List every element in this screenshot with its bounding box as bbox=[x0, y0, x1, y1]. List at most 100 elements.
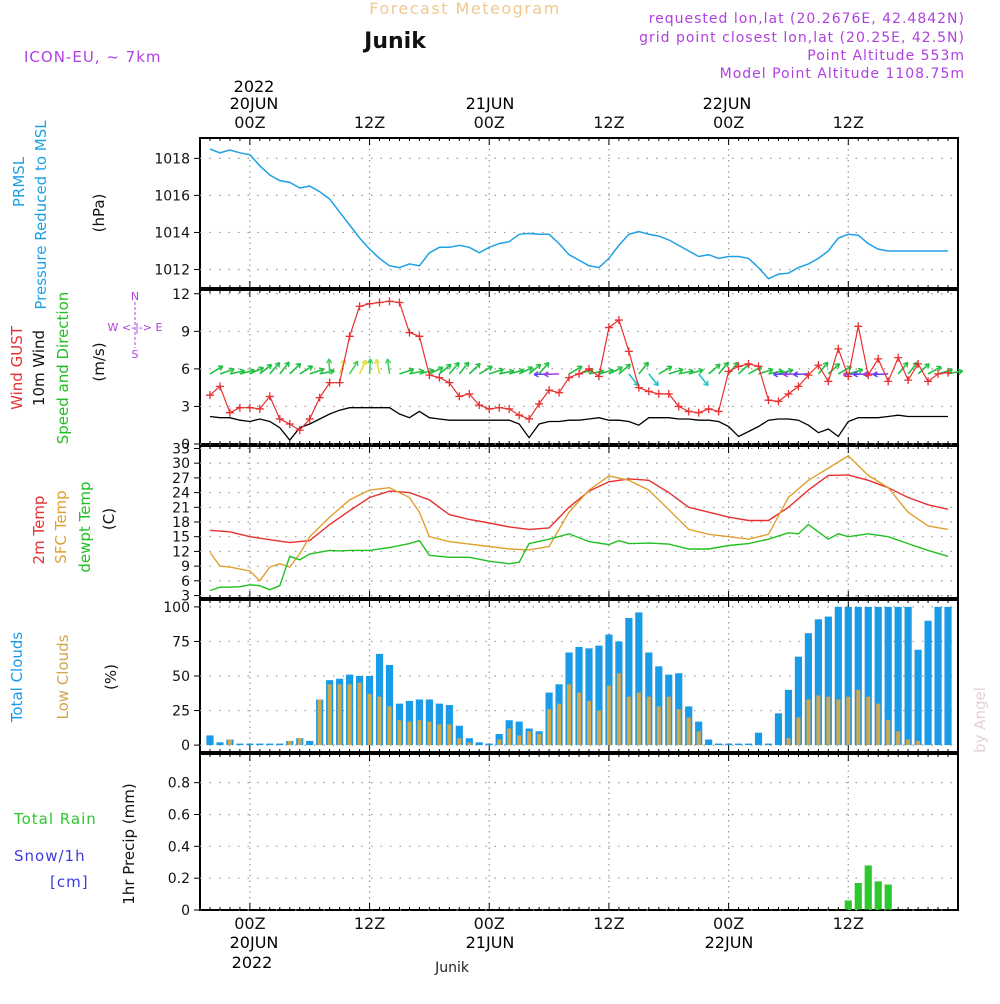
gust-marker bbox=[375, 298, 384, 307]
wind-arrow-head bbox=[822, 361, 829, 368]
low-cloud-bar bbox=[377, 696, 382, 746]
y-tick-label: 0 bbox=[181, 738, 190, 754]
wind-arrow-head bbox=[463, 361, 470, 368]
wind-arrow-head bbox=[217, 365, 224, 371]
bottom-date-20jun: 20JUN bbox=[230, 933, 279, 952]
low-cloud-bar bbox=[497, 739, 502, 746]
gust-marker bbox=[565, 373, 574, 382]
wind-arrow-head bbox=[498, 367, 505, 374]
p4-label-low: Low Clouds bbox=[54, 634, 72, 719]
compass-north-icon: N bbox=[131, 290, 139, 303]
total-cloud-bar bbox=[725, 743, 733, 746]
total-cloud-bar bbox=[894, 606, 902, 746]
wind-direction-arrow bbox=[499, 370, 515, 375]
low-cloud-bar bbox=[586, 700, 591, 746]
top-hour-label: 00Z bbox=[713, 113, 744, 132]
model-name: ICON-EU, ~ 7km bbox=[24, 48, 162, 66]
y-tick-label: 6 bbox=[181, 574, 190, 590]
gust-marker bbox=[455, 392, 464, 401]
wind-direction-arrow bbox=[299, 365, 313, 375]
wind-direction-arrow bbox=[544, 373, 560, 376]
gust-marker bbox=[714, 407, 723, 416]
gust-marker bbox=[924, 377, 933, 386]
y-tick-label: 1012 bbox=[154, 262, 190, 278]
low-cloud-bar bbox=[636, 692, 641, 746]
bottom-hour-label: 12Z bbox=[354, 914, 385, 933]
y-tick-label: 1014 bbox=[154, 225, 190, 241]
gust-marker bbox=[774, 397, 783, 406]
gust-marker bbox=[235, 403, 244, 412]
gust-marker bbox=[495, 403, 504, 412]
y-tick-label: 25 bbox=[172, 704, 190, 720]
wind-arrow-head bbox=[872, 371, 878, 378]
wind-arrow-head bbox=[487, 365, 493, 372]
total-cloud-bar bbox=[764, 743, 773, 746]
wind-direction-arrow bbox=[508, 369, 524, 375]
bottom-hour-label: 00Z bbox=[474, 914, 505, 933]
gust-marker bbox=[355, 302, 364, 311]
y-tick-label: 3 bbox=[181, 589, 190, 605]
wind-direction-arrow bbox=[727, 361, 739, 375]
wind-direction-arrow bbox=[528, 363, 542, 375]
total-cloud-bar bbox=[256, 743, 264, 746]
total-cloud-bar bbox=[485, 743, 493, 746]
wind-direction-arrow bbox=[917, 363, 930, 375]
wind-direction-arrow bbox=[873, 373, 889, 376]
rain-bar bbox=[874, 881, 882, 910]
wind-direction-arrow bbox=[793, 373, 809, 376]
low-cloud-bar bbox=[527, 731, 532, 746]
wind-arrow-head bbox=[533, 371, 539, 378]
low-cloud-bar bbox=[467, 742, 472, 746]
panel-frame bbox=[199, 137, 959, 289]
requested-coords: requested lon,lat (20.2676E, 42.4842N) bbox=[649, 11, 965, 27]
p3-unit: (C) bbox=[100, 508, 118, 530]
y-tick-label: 12 bbox=[172, 287, 190, 303]
total-cloud-bar bbox=[635, 612, 643, 746]
wind-arrow-head bbox=[384, 358, 392, 364]
wind-arrow-head bbox=[625, 363, 632, 370]
top-hour-label: 12Z bbox=[833, 113, 864, 132]
y-tick-label: 30 bbox=[172, 456, 190, 472]
wind-direction-arrow bbox=[648, 373, 659, 387]
y-tick-label: 75 bbox=[172, 634, 190, 650]
wind-direction-arrow bbox=[708, 363, 721, 375]
gust-marker bbox=[255, 404, 264, 413]
wind-direction-arrow bbox=[438, 363, 452, 375]
low-cloud-bar bbox=[806, 699, 811, 746]
gust-marker bbox=[864, 371, 873, 380]
low-cloud-bar bbox=[666, 696, 671, 746]
wind-direction-arrow bbox=[738, 363, 751, 375]
total-cloud-bar bbox=[904, 606, 912, 746]
wind-direction-arrow bbox=[368, 358, 372, 374]
total-cloud-bar bbox=[595, 645, 603, 746]
total-cloud-bar bbox=[814, 619, 822, 746]
gust-marker bbox=[884, 377, 893, 386]
total-cloud-bar bbox=[794, 656, 803, 746]
gust-marker bbox=[215, 382, 224, 391]
wind-arrow-head bbox=[957, 368, 964, 375]
low-cloud-bar bbox=[826, 696, 831, 746]
bottom-hour-label: 00Z bbox=[234, 914, 265, 933]
bottom-hour-label: 12Z bbox=[833, 914, 864, 933]
gust-marker bbox=[934, 369, 943, 378]
gust-marker bbox=[744, 359, 753, 368]
p5-label-cm: [cm] bbox=[50, 873, 89, 891]
y-tick-label: 50 bbox=[172, 669, 190, 685]
wind-direction-arrow bbox=[468, 362, 481, 375]
gust-marker bbox=[325, 378, 334, 387]
gust-marker bbox=[754, 362, 763, 371]
y-tick-label: 0.8 bbox=[168, 776, 190, 792]
total-cloud-bar bbox=[834, 606, 842, 746]
wind-direction-arrow bbox=[319, 370, 335, 375]
gust-marker bbox=[844, 372, 853, 381]
wind-arrow-head bbox=[527, 366, 534, 372]
low-cloud-bar bbox=[846, 696, 851, 746]
y-tick-label: 0.2 bbox=[168, 871, 190, 887]
top-hour-labels: 00Z 12Z 00Z 12Z 00Z 12Z bbox=[234, 113, 864, 132]
low-cloud-bar bbox=[626, 696, 631, 746]
total-cloud-bar bbox=[385, 664, 394, 746]
low-cloud-bar bbox=[916, 740, 921, 746]
gust-marker bbox=[654, 389, 663, 398]
low-cloud-bar bbox=[457, 738, 462, 746]
